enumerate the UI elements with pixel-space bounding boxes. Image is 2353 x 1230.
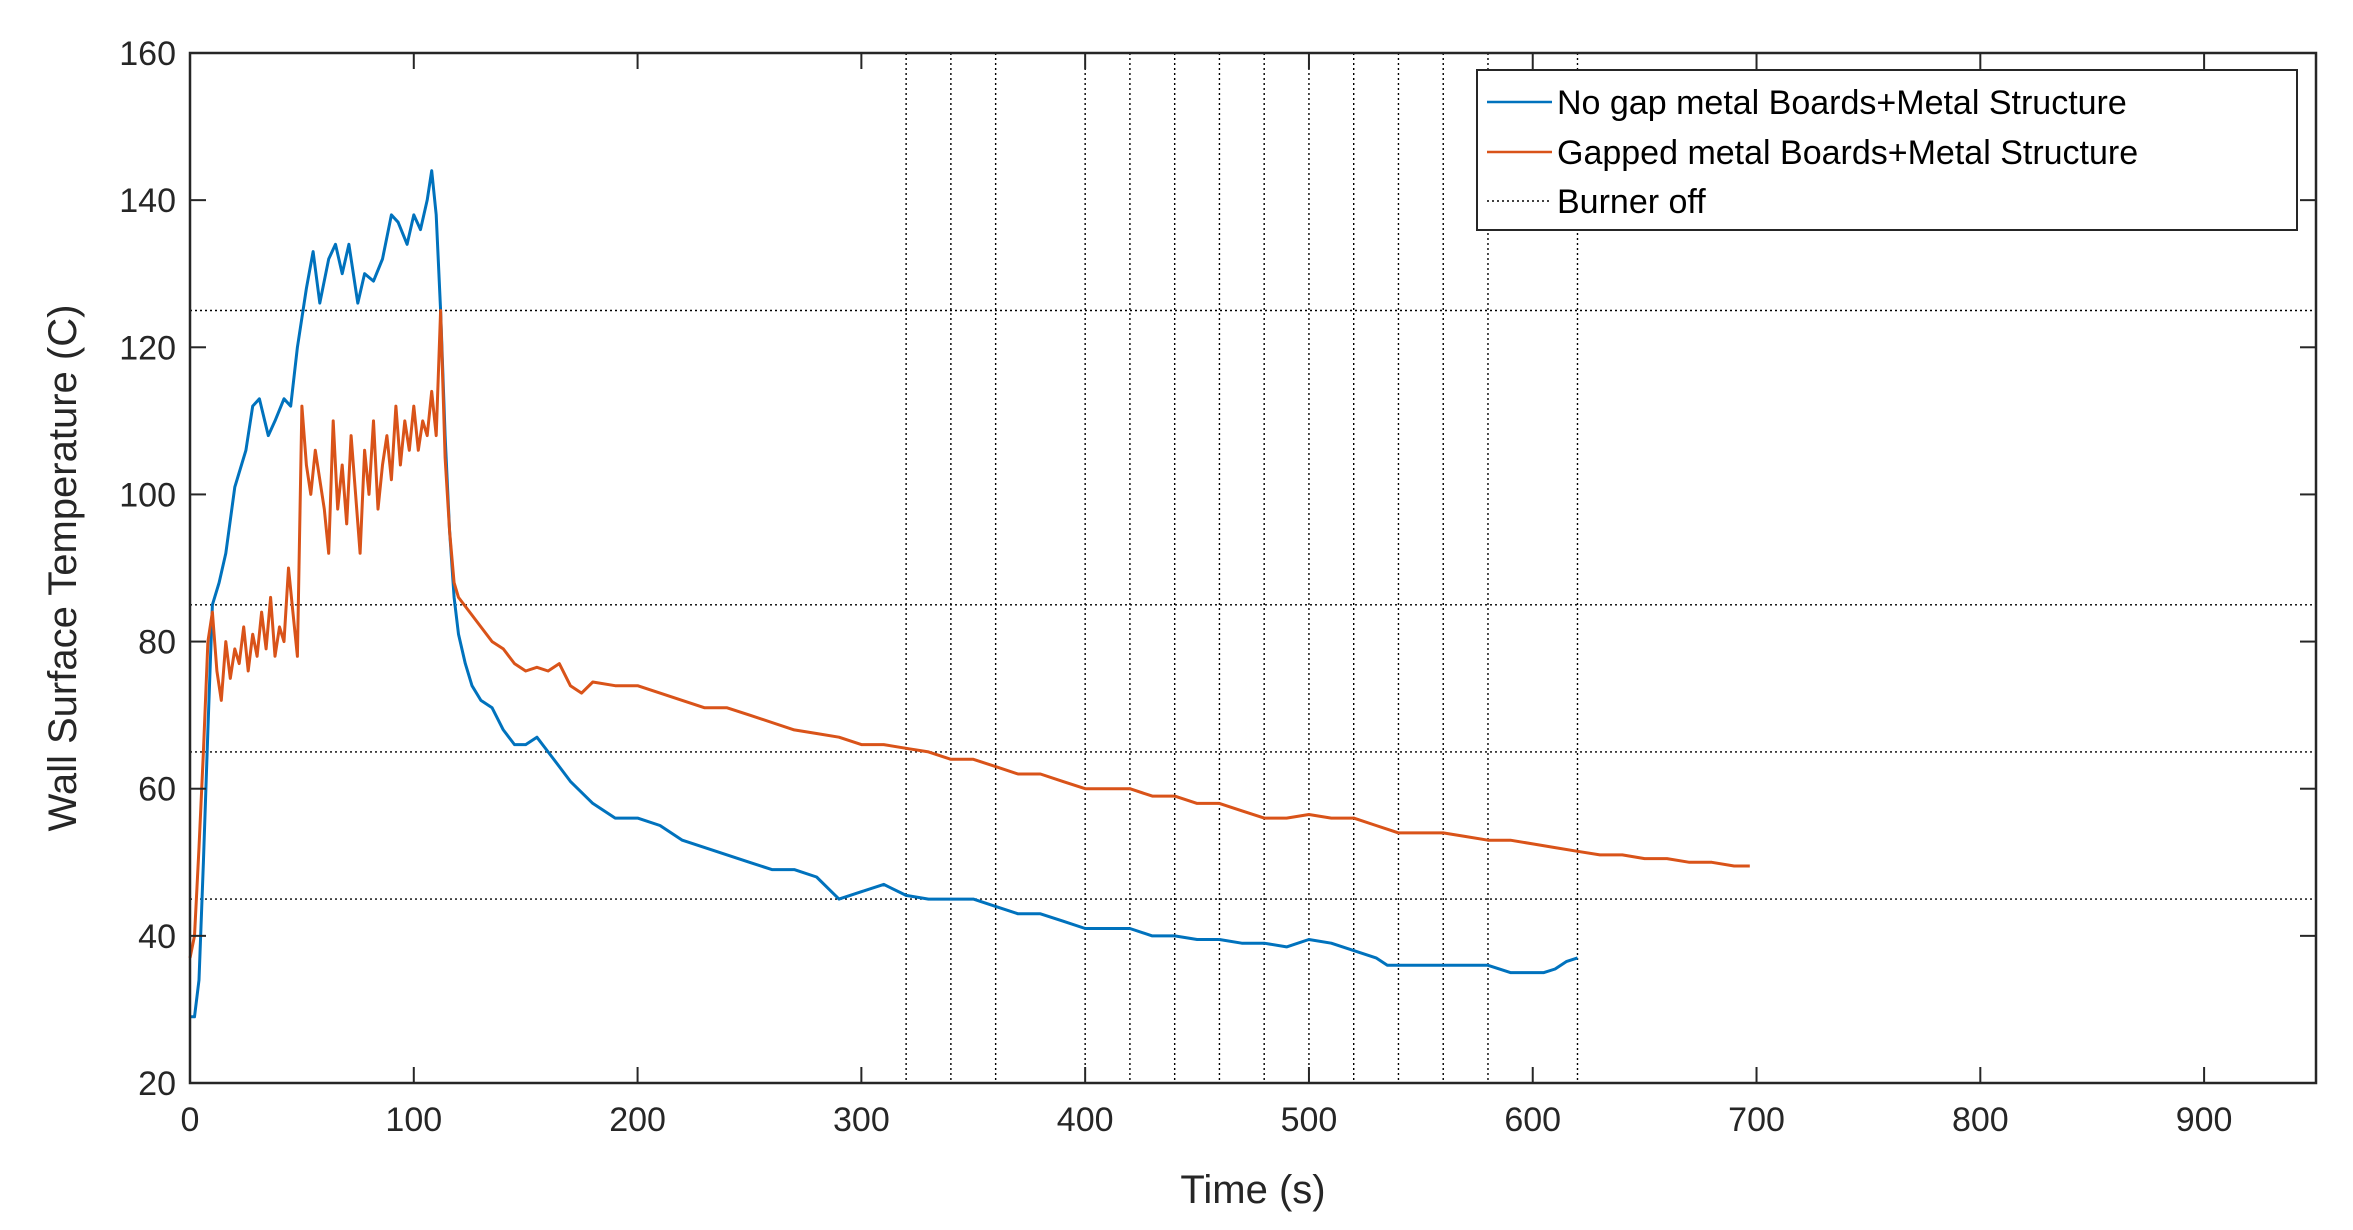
legend-entry-gapped: Gapped metal Boards+Metal Structure [1557,134,2138,172]
y-tick-label: 60 [138,771,176,809]
series-lines [188,169,1750,1019]
axes-box [188,51,2318,1085]
y-tick-label: 120 [119,329,176,367]
x-tick-label: 200 [609,1101,666,1139]
y-tick-labels: 20 40 60 80 100 120 140 160 [119,35,176,1103]
y-tick-label: 160 [119,35,176,73]
x-tick-label: 900 [2176,1101,2233,1139]
y-axis-label: Wall Surface Temperature (C) [41,305,85,832]
x-tick-label: 400 [1057,1101,1114,1139]
legend-box [1476,69,2298,231]
x-tick-label: 700 [1728,1101,1785,1139]
y-tick-label: 20 [138,1065,176,1103]
legend-entry-no-gap: No gap metal Boards+Metal Structure [1557,84,2127,122]
legend: No gap metal Boards+Metal Structure Gapp… [1476,69,2298,231]
y-tick-label: 40 [138,918,176,956]
legend-entry-burner-off: Burner off [1557,183,1706,221]
series-no-gap-line [190,169,1578,1019]
x-axis-label: Time (s) [1180,1168,1325,1212]
y-tick-label: 100 [119,476,176,514]
y-tick-label: 140 [119,182,176,220]
x-tick-labels: 0 100 200 300 400 500 600 700 800 900 [181,1101,2233,1139]
x-tick-label: 800 [1952,1101,2009,1139]
x-tick-label: 600 [1504,1101,1561,1139]
axis-ticks [189,52,2316,1084]
x-tick-label: 100 [385,1101,442,1139]
x-tick-label: 500 [1281,1101,1338,1139]
x-tick-label: 300 [833,1101,890,1139]
x-tick-label: 0 [181,1101,200,1139]
series-gapped-line [188,309,1750,959]
y-tick-label: 80 [138,624,176,662]
